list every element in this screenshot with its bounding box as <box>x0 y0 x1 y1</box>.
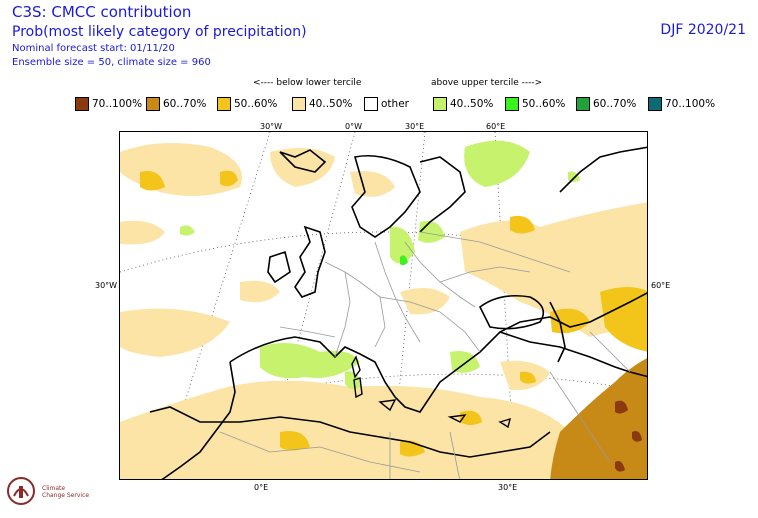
legend-label: 40..50% <box>450 98 494 110</box>
ensemble-size: Ensemble size = 50, climate size = 960 <box>12 57 211 68</box>
coastlines <box>149 146 647 479</box>
legend-label: 50..60% <box>234 98 278 110</box>
legend-swatch <box>364 97 378 111</box>
coast-arctic-russia <box>559 146 647 193</box>
copernicus-logo: Climate Change Service <box>4 474 114 514</box>
above-40-50-areas <box>180 140 580 389</box>
legend-swatch <box>648 97 662 111</box>
lon-label-top-2: 0°W <box>345 122 362 131</box>
coast-ireland <box>267 250 291 284</box>
legend-swatch <box>75 97 89 111</box>
legend-swatch <box>576 97 590 111</box>
coast-mediterranean-north <box>229 292 647 413</box>
legend-item: 40..50% <box>292 97 352 111</box>
legend-item: 40..50% <box>433 97 493 111</box>
legend-label: 40..50% <box>309 98 353 110</box>
legend-item: 50..60% <box>217 97 277 111</box>
logo-emblem-icon <box>7 477 35 505</box>
map-title: C3S: CMCC contribution <box>12 3 192 21</box>
coast-corsica <box>351 355 361 379</box>
above-50-60-areas <box>400 255 408 266</box>
coast-iceland <box>279 149 327 173</box>
coast-caspian-west <box>549 301 566 363</box>
legend-item: 50..60% <box>505 97 565 111</box>
lon-label-top-1: 30°W <box>260 122 283 131</box>
legend-label: 50..60% <box>522 98 566 110</box>
below-70-100-areas <box>615 400 642 472</box>
legend-item: 70..100% <box>75 97 142 111</box>
legend-below-heading: <---- below lower tercile <box>253 78 362 88</box>
legend-label: 60..70% <box>163 98 207 110</box>
coast-black-sea <box>478 294 545 330</box>
legend-swatch <box>292 97 306 111</box>
coast-finland-baltic <box>419 156 466 233</box>
legend-label: other <box>381 98 409 110</box>
below-60-70-area <box>550 358 647 479</box>
logo-line-2: Change Service <box>42 492 90 499</box>
legend-item: 60..70% <box>146 97 206 111</box>
lat-label-left: 30°W <box>95 281 118 290</box>
country-borders <box>219 231 631 479</box>
lon-label-top-3: 30°E <box>405 122 425 131</box>
legend-label: 70..100% <box>92 98 143 110</box>
legend-swatch <box>433 97 447 111</box>
coast-scandinavia <box>351 154 421 238</box>
nominal-start: Nominal forecast start: 01/11/20 <box>12 43 175 54</box>
coast-crete <box>447 414 467 423</box>
islands <box>351 355 511 429</box>
map-subtitle: Prob(most likely category of precipitati… <box>12 24 307 40</box>
legend-swatch <box>146 97 160 111</box>
legend-label: 70..100% <box>665 98 716 110</box>
legend-swatch <box>505 97 519 111</box>
lon-label-bottom-2: 30°E <box>498 483 518 492</box>
logo-line-1: Climate <box>42 485 66 492</box>
coast-iberia-west <box>161 361 236 479</box>
lon-label-top-4: 60°E <box>486 122 506 131</box>
legend-above-heading: above upper tercile ----> <box>431 78 543 88</box>
legend-item: 60..70% <box>576 97 636 111</box>
below-50-60-areas <box>140 170 647 457</box>
coast-sicily <box>378 399 397 412</box>
graticule-lon-0 <box>260 132 356 479</box>
legend-item: other <box>364 97 409 111</box>
legend-label: 60..70% <box>593 98 637 110</box>
coast-cyprus <box>498 417 511 429</box>
map-canvas <box>120 132 647 479</box>
coast-sardinia <box>353 377 363 399</box>
legend-item: 70..100% <box>648 97 715 111</box>
coast-north-africa <box>149 406 551 458</box>
lat-label-right: 60°E <box>651 281 671 290</box>
season-label: DJF 2020/21 <box>660 22 746 38</box>
legend-swatch <box>217 97 231 111</box>
probability-map <box>119 131 648 480</box>
lon-label-bottom-1: 0°E <box>254 483 269 492</box>
coast-great-britain <box>294 225 326 298</box>
